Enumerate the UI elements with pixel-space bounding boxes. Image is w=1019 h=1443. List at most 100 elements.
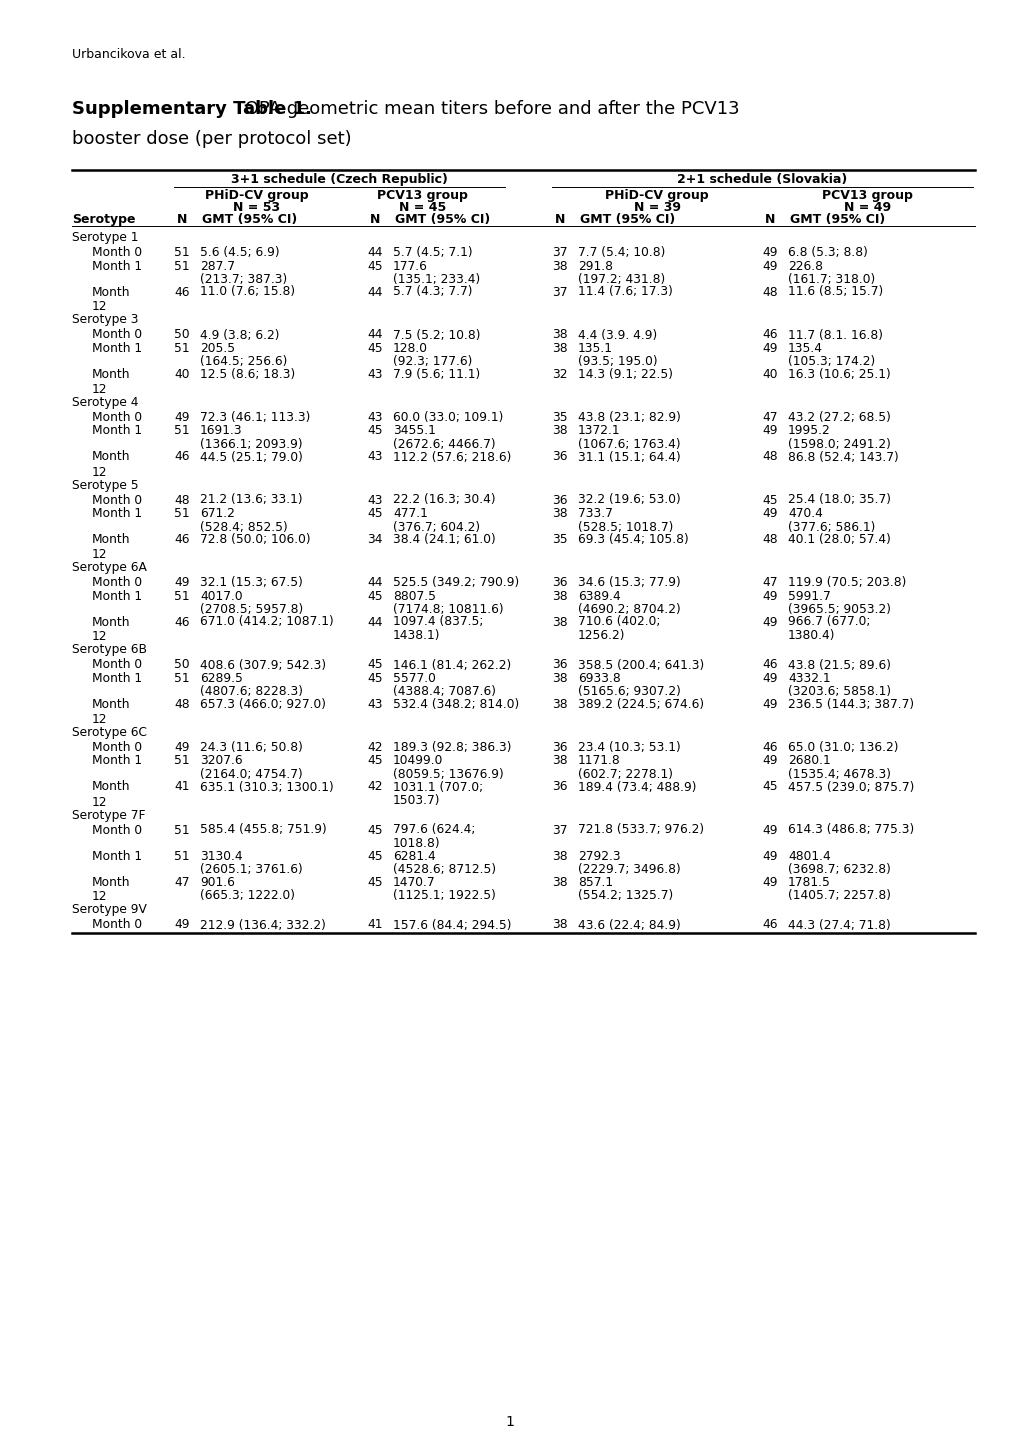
Text: 4.4 (3.9. 4.9): 4.4 (3.9. 4.9)	[578, 329, 656, 342]
Text: N: N	[370, 214, 380, 227]
Text: 24.3 (11.6; 50.8): 24.3 (11.6; 50.8)	[200, 742, 303, 755]
Text: 3207.6: 3207.6	[200, 755, 243, 768]
Text: 1470.7: 1470.7	[392, 876, 435, 889]
Text: 37: 37	[551, 245, 568, 258]
Text: (7174.8; 10811.6): (7174.8; 10811.6)	[392, 603, 503, 616]
Text: 48: 48	[174, 494, 190, 506]
Text: (3698.7; 6232.8): (3698.7; 6232.8)	[788, 863, 890, 876]
Text: 3455.1: 3455.1	[392, 424, 435, 437]
Text: 901.6: 901.6	[200, 876, 234, 889]
Text: 51: 51	[174, 672, 190, 685]
Text: 3+1 schedule (Czech Republic): 3+1 schedule (Czech Republic)	[231, 173, 447, 186]
Text: 38: 38	[551, 876, 568, 889]
Text: (528.4; 852.5): (528.4; 852.5)	[200, 521, 287, 534]
Text: Serotype 6A: Serotype 6A	[72, 561, 147, 574]
Text: 51: 51	[174, 506, 190, 519]
Text: PHiD-CV group: PHiD-CV group	[205, 189, 309, 202]
Text: (5165.6; 9307.2): (5165.6; 9307.2)	[578, 685, 681, 698]
Text: 38: 38	[551, 329, 568, 342]
Text: Serotype 9V: Serotype 9V	[72, 903, 147, 916]
Text: 5991.7: 5991.7	[788, 590, 829, 603]
Text: 44: 44	[367, 329, 382, 342]
Text: 43: 43	[367, 368, 382, 381]
Text: 38: 38	[551, 260, 568, 273]
Text: 51: 51	[174, 245, 190, 258]
Text: 35: 35	[551, 532, 568, 545]
Text: 46: 46	[174, 616, 190, 629]
Text: Serotype 1: Serotype 1	[72, 231, 139, 244]
Text: 36: 36	[551, 494, 568, 506]
Text: 226.8: 226.8	[788, 260, 822, 273]
Text: 32.1 (15.3; 67.5): 32.1 (15.3; 67.5)	[200, 576, 303, 589]
Text: Serotype 4: Serotype 4	[72, 395, 139, 408]
Text: 49: 49	[761, 698, 777, 711]
Text: 38: 38	[551, 850, 568, 863]
Text: (602.7; 2278.1): (602.7; 2278.1)	[578, 768, 673, 781]
Text: 119.9 (70.5; 203.8): 119.9 (70.5; 203.8)	[788, 576, 906, 589]
Text: 48: 48	[761, 286, 777, 299]
Text: 42: 42	[367, 781, 382, 794]
Text: 45: 45	[761, 781, 777, 794]
Text: (4528.6; 8712.5): (4528.6; 8712.5)	[392, 863, 495, 876]
Text: 48: 48	[761, 450, 777, 463]
Text: N: N	[764, 214, 774, 227]
Text: 47: 47	[174, 876, 190, 889]
Text: 51: 51	[174, 755, 190, 768]
Text: 38: 38	[551, 616, 568, 629]
Text: booster dose (per protocol set): booster dose (per protocol set)	[72, 130, 352, 149]
Text: Month 1: Month 1	[92, 590, 142, 603]
Text: 49: 49	[761, 755, 777, 768]
Text: (1598.0; 2491.2): (1598.0; 2491.2)	[788, 439, 890, 452]
Text: 287.7: 287.7	[200, 260, 234, 273]
Text: 38: 38	[551, 698, 568, 711]
Text: Month
12: Month 12	[92, 616, 130, 644]
Text: (197.2; 431.8): (197.2; 431.8)	[578, 273, 664, 286]
Text: Serotype 7F: Serotype 7F	[72, 808, 146, 821]
Text: 1691.3: 1691.3	[200, 424, 243, 437]
Text: 1781.5: 1781.5	[788, 876, 830, 889]
Text: 49: 49	[761, 824, 777, 837]
Text: 135.4: 135.4	[788, 342, 822, 355]
Text: 48: 48	[174, 698, 190, 711]
Text: 525.5 (349.2; 790.9): 525.5 (349.2; 790.9)	[392, 576, 519, 589]
Text: 11.0 (7.6; 15.8): 11.0 (7.6; 15.8)	[200, 286, 294, 299]
Text: 671.2: 671.2	[200, 506, 234, 519]
Text: 6289.5: 6289.5	[200, 672, 243, 685]
Text: 12.5 (8.6; 18.3): 12.5 (8.6; 18.3)	[200, 368, 294, 381]
Text: 2+1 schedule (Slovakia): 2+1 schedule (Slovakia)	[677, 173, 847, 186]
Text: Month 0: Month 0	[92, 576, 142, 589]
Text: 2680.1: 2680.1	[788, 755, 829, 768]
Text: 49: 49	[761, 590, 777, 603]
Text: 4.9 (3.8; 6.2): 4.9 (3.8; 6.2)	[200, 329, 279, 342]
Text: 38: 38	[551, 919, 568, 932]
Text: 797.6 (624.4;: 797.6 (624.4;	[392, 824, 475, 837]
Text: 49: 49	[761, 342, 777, 355]
Text: Month 0: Month 0	[92, 411, 142, 424]
Text: (4690.2; 8704.2): (4690.2; 8704.2)	[578, 603, 680, 616]
Text: 43: 43	[367, 494, 382, 506]
Text: 5577.0: 5577.0	[392, 672, 435, 685]
Text: 189.3 (92.8; 386.3): 189.3 (92.8; 386.3)	[392, 742, 511, 755]
Text: 733.7: 733.7	[578, 506, 612, 519]
Text: 291.8: 291.8	[578, 260, 612, 273]
Text: 477.1: 477.1	[392, 506, 427, 519]
Text: (1366.1; 2093.9): (1366.1; 2093.9)	[200, 439, 303, 452]
Text: 112.2 (57.6; 218.6): 112.2 (57.6; 218.6)	[392, 450, 511, 463]
Text: (2672.6; 4466.7): (2672.6; 4466.7)	[392, 439, 495, 452]
Text: Supplementary Table 1.: Supplementary Table 1.	[72, 100, 312, 118]
Text: Serotype: Serotype	[72, 214, 136, 227]
Text: (2708.5; 5957.8): (2708.5; 5957.8)	[200, 603, 303, 616]
Text: 43.2 (27.2; 68.5): 43.2 (27.2; 68.5)	[788, 411, 890, 424]
Text: 46: 46	[174, 532, 190, 545]
Text: 43.8 (23.1; 82.9): 43.8 (23.1; 82.9)	[578, 411, 681, 424]
Text: 46: 46	[761, 329, 777, 342]
Text: Month
12: Month 12	[92, 286, 130, 313]
Text: 7.7 (5.4; 10.8): 7.7 (5.4; 10.8)	[578, 245, 664, 258]
Text: 34.6 (15.3; 77.9): 34.6 (15.3; 77.9)	[578, 576, 680, 589]
Text: 128.0: 128.0	[392, 342, 428, 355]
Text: 38.4 (24.1; 61.0): 38.4 (24.1; 61.0)	[392, 532, 495, 545]
Text: 47: 47	[761, 411, 777, 424]
Text: 40.1 (28.0; 57.4): 40.1 (28.0; 57.4)	[788, 532, 890, 545]
Text: 44: 44	[367, 576, 382, 589]
Text: (665.3; 1222.0): (665.3; 1222.0)	[200, 889, 294, 902]
